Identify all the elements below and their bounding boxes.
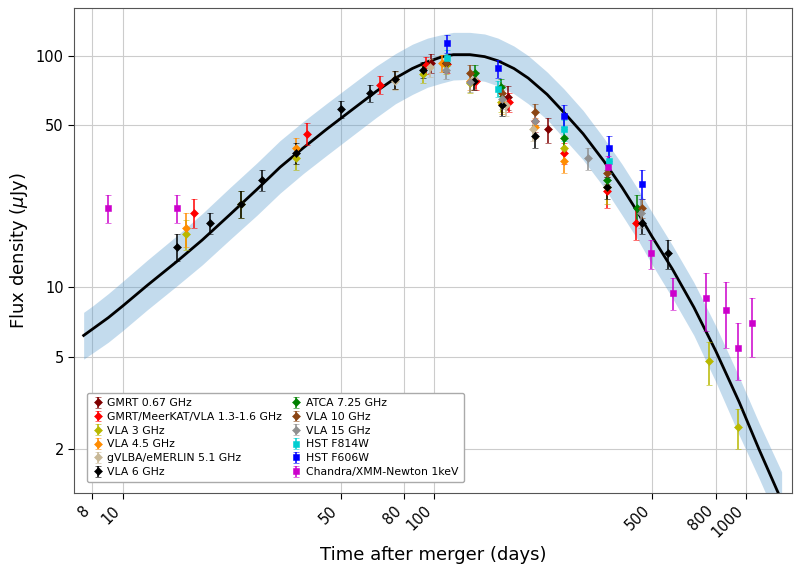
X-axis label: Time after merger (days): Time after merger (days): [320, 546, 546, 563]
Y-axis label: Flux density ($\mu$Jy): Flux density ($\mu$Jy): [8, 172, 30, 329]
Legend: GMRT 0.67 GHz, GMRT/MeerKAT/VLA 1.3-1.6 GHz, VLA 3 GHz, VLA 4.5 GHz, gVLBA/eMERL: GMRT 0.67 GHz, GMRT/MeerKAT/VLA 1.3-1.6 …: [87, 392, 464, 482]
